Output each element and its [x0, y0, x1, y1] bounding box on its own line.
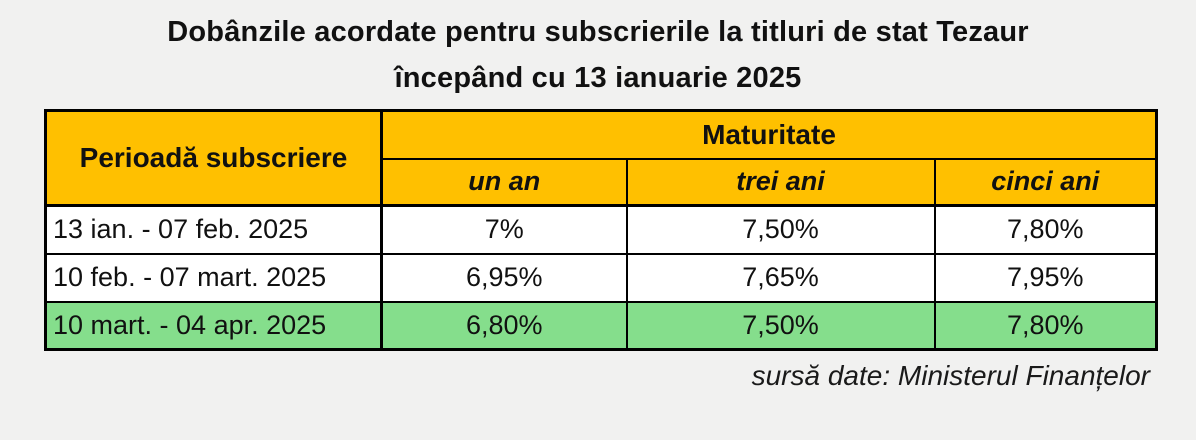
table-row-feb-mar: 10 feb. - 07 mart. 2025 6,95% 7,65% 7,95… — [44, 252, 1158, 303]
header-row-group: Perioadă subscriere Maturitate — [44, 109, 1158, 207]
rate-cell-five-years: 7,80% — [933, 300, 1158, 351]
column-header-three-years: trei ani — [625, 157, 936, 207]
page-title: Dobânzile acordate pentru subscrierile l… — [0, 0, 1196, 101]
period-cell: 10 feb. - 07 mart. 2025 — [44, 252, 383, 303]
header-row-maturities: un an trei ani cinci ani — [46, 157, 1158, 207]
data-source-note: sursă date: Ministerul Finanțelor — [751, 360, 1150, 391]
column-header-five-years: cinci ani — [933, 157, 1158, 207]
table-row-mar-apr-highlighted: 10 mart. - 04 apr. 2025 6,80% 7,50% 7,80… — [44, 300, 1158, 351]
rate-cell-five-years: 7,95% — [933, 252, 1158, 303]
column-group-header-maturity: Maturitate — [380, 109, 1158, 160]
page-title-line-1: Dobânzile acordate pentru subscrierile l… — [167, 16, 1029, 48]
rate-cell-three-years: 7,65% — [625, 252, 936, 303]
period-cell: 10 mart. - 04 apr. 2025 — [44, 300, 383, 351]
rate-cell-three-years: 7,50% — [625, 204, 936, 255]
page-title-line-2: începând cu 13 ianuarie 2025 — [394, 62, 802, 94]
rate-cell-one-year: 6,95% — [380, 252, 628, 303]
rate-cell-five-years: 7,80% — [933, 204, 1158, 255]
table-row-jan-feb: 13 ian. - 07 feb. 2025 7% 7,50% 7,80% — [44, 204, 1158, 255]
rate-cell-three-years: 7,50% — [625, 300, 936, 351]
column-header-one-year: un an — [380, 157, 628, 207]
period-cell: 13 ian. - 07 feb. 2025 — [44, 204, 383, 255]
interest-rates-table: Perioadă subscriere Maturitate un an tre… — [44, 109, 1159, 351]
rate-cell-one-year: 6,80% — [380, 300, 628, 351]
rate-cell-one-year: 7% — [380, 204, 628, 255]
column-header-period: Perioadă subscriere — [44, 109, 383, 207]
